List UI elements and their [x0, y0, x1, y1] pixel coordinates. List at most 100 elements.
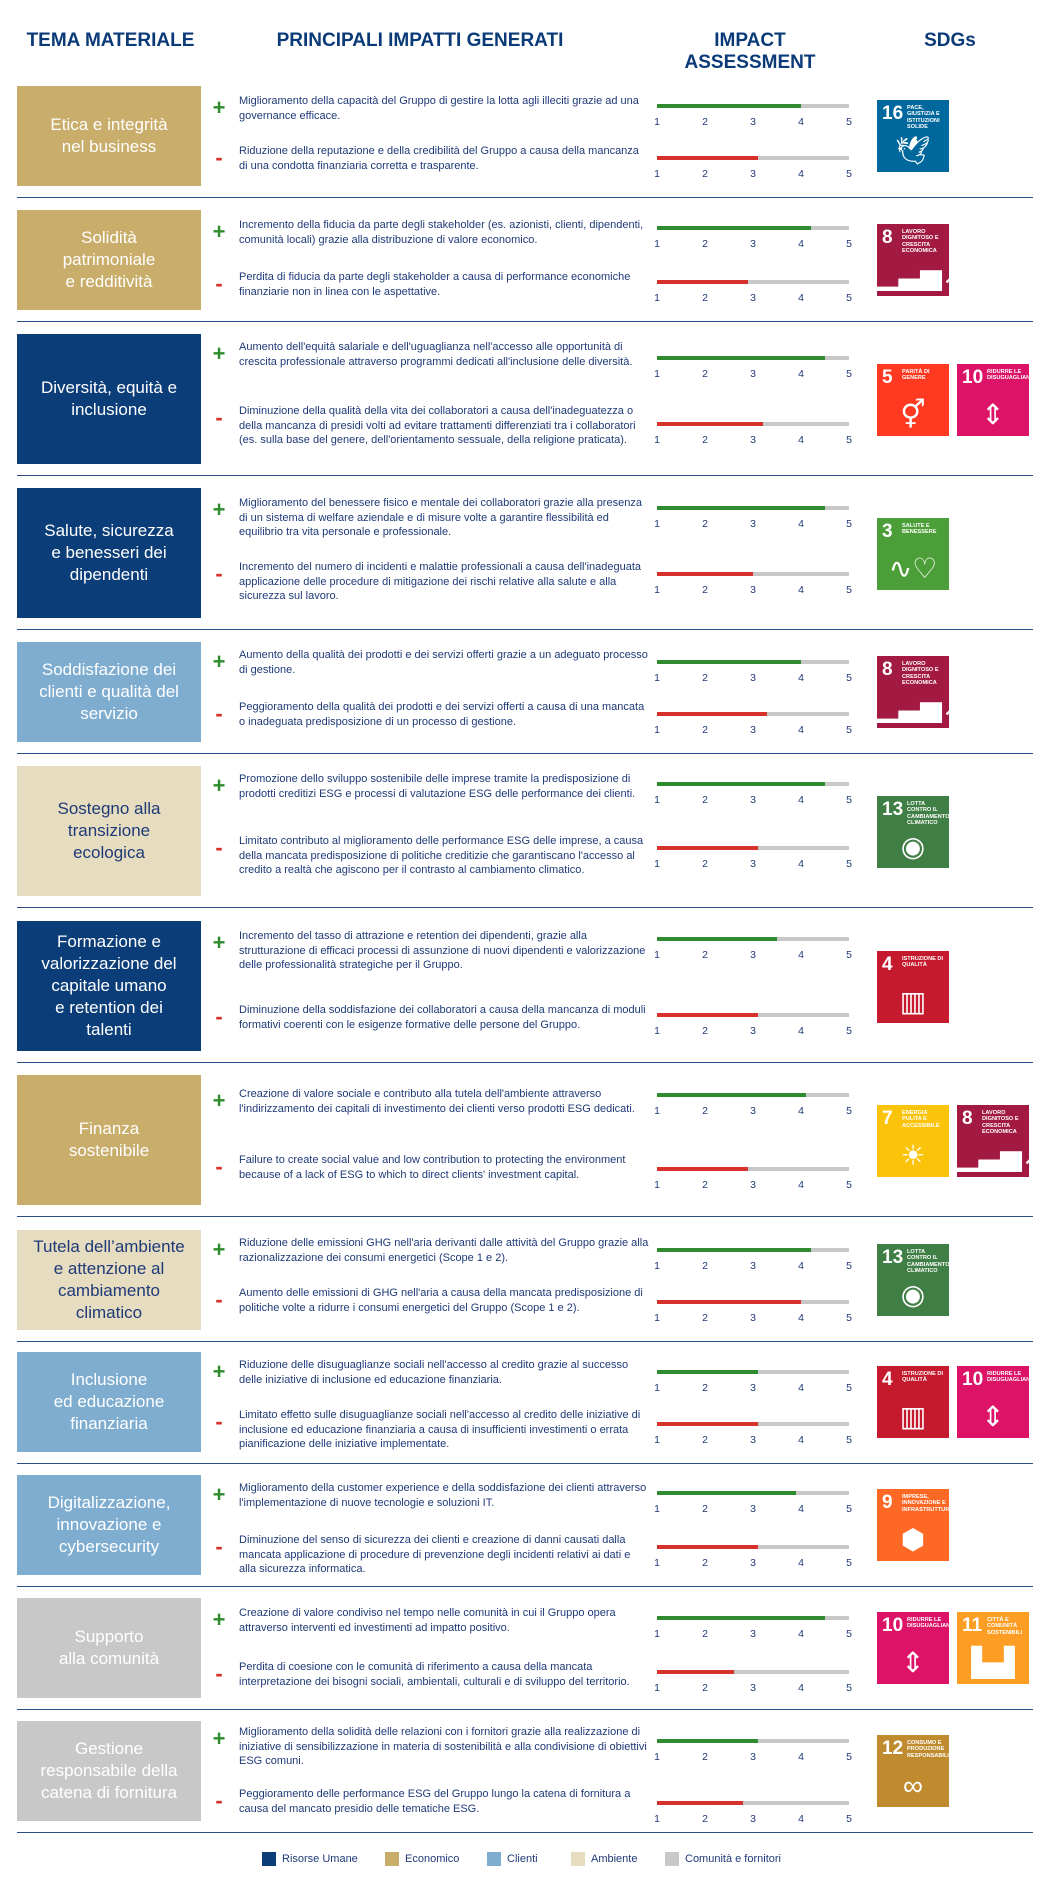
tick-label: 5	[846, 1025, 852, 1037]
bar-track	[657, 1801, 849, 1805]
tick-label: 1	[654, 1751, 660, 1763]
tick-label: 4	[798, 1382, 804, 1394]
row-separator	[17, 1341, 1033, 1342]
tick-label: 1	[654, 724, 660, 736]
plus-icon: +	[212, 1359, 226, 1384]
sdg-number: 8	[882, 227, 893, 248]
tick-label: 3	[750, 434, 756, 446]
tick-label: 1	[654, 238, 660, 250]
scale-ticks: 1 2 3 4 5	[654, 518, 852, 530]
impact-text: Limitato effetto sulle disuguaglianze so…	[239, 1409, 641, 1450]
tick-label: 4	[798, 584, 804, 596]
book-icon: ▥	[899, 1401, 927, 1432]
tick-label: 3	[750, 794, 756, 806]
minus-icon: -	[215, 1661, 223, 1686]
sdg-13-badge: 13 LOTTA CONTRO IL CAMBIAMENTO CLIMATICO ◉	[877, 1244, 949, 1316]
tick-label: 5	[846, 794, 852, 806]
tick-label: 5	[846, 584, 852, 596]
impact-text: Aumento delle emissioni di GHG nell'aria…	[239, 1287, 643, 1314]
sdg-label: LAVORO DIGNITOSO E CRESCITA ECONOMICA	[982, 1110, 1019, 1136]
sdg-label: CITTÀ E COMUNITÀ SOSTENIBILI	[987, 1617, 1023, 1636]
sdg-number: 4	[882, 954, 893, 975]
tick-label: 3	[750, 1557, 756, 1569]
tick-label: 3	[750, 1813, 756, 1825]
scale-ticks: 1 2 3 4 5	[654, 794, 852, 806]
minus-icon: -	[215, 1154, 223, 1179]
heartbeat-icon: ∿♡	[888, 553, 938, 584]
cubes-icon: ⬢	[900, 1524, 926, 1555]
tick-label: 5	[846, 1260, 852, 1272]
tick-label: 1	[654, 1813, 660, 1825]
sdg-label: SALUTE E BENESSERE	[902, 523, 937, 536]
topic-row: Formazione e valorizzazione del capitale…	[17, 921, 1033, 1051]
topic-row: Finanza sostenibile + Creazione di valore …	[17, 1075, 1043, 1205]
minus-icon: -	[215, 561, 223, 586]
tick-label: 5	[846, 368, 852, 380]
bar-fill	[657, 937, 777, 941]
plus-icon: +	[212, 1088, 226, 1113]
row-separator	[17, 907, 1033, 908]
tick-label: 1	[654, 794, 660, 806]
sdg-number: 8	[882, 659, 893, 680]
legend-item: Comunità e fornitori	[665, 1852, 781, 1866]
tick-label: 2	[702, 1628, 708, 1640]
tick-label: 4	[798, 1813, 804, 1825]
impact-text: Failure to create social value and low c…	[239, 1154, 626, 1181]
tick-label: 2	[702, 1751, 708, 1763]
sdg-number: 10	[882, 1615, 904, 1636]
tick-label: 3	[750, 1312, 756, 1324]
sdg-11-badge: 11 CITTÀ E COMUNITÀ SOSTENIBILI ▙▟	[957, 1612, 1029, 1684]
sdg-number: 10	[962, 367, 984, 388]
theme-label: Finanza sostenibile	[17, 1075, 201, 1205]
scale-ticks: 1 2 3 4 5	[654, 368, 852, 380]
sdg-8-badge: 8 LAVORO DIGNITOSO E CRESCITA ECONOMICA ▁▃…	[877, 224, 965, 296]
tick-label: 3	[750, 368, 756, 380]
sdg-label: LOTTA CONTRO IL CAMBIAMENTO CLIMATICO	[907, 1249, 950, 1275]
legend-label: Ambiente	[591, 1853, 638, 1865]
equality-icon: ⇕	[981, 1401, 1005, 1432]
bar-fill	[657, 1013, 758, 1017]
legend-label: Economico	[405, 1853, 460, 1865]
tick-label: 2	[702, 168, 708, 180]
bar-fill	[657, 1491, 797, 1495]
legend-swatch	[571, 1852, 585, 1866]
scale-ticks: 1 2 3 4 5	[654, 1434, 852, 1446]
sdg-8-badge: 8 LAVORO DIGNITOSO E CRESCITA ECONOMICA ▁▃…	[957, 1105, 1043, 1177]
tick-label: 4	[798, 518, 804, 530]
row-separator	[17, 1586, 1033, 1587]
impact-text: Miglioramento della customer experience …	[239, 1482, 647, 1509]
plus-icon: +	[212, 930, 226, 955]
sdg-number: 8	[962, 1108, 973, 1129]
tick-label: 4	[798, 368, 804, 380]
scale-ticks: 1 2 3 4 5	[654, 1557, 852, 1569]
eye-globe-icon: ◉	[900, 831, 926, 862]
scale-ticks: 1 2 3 4 5	[654, 1312, 852, 1324]
bar-fill	[657, 1616, 825, 1620]
row-separator	[17, 1062, 1033, 1063]
minus-icon: -	[215, 1287, 223, 1312]
legend-label: Clienti	[507, 1853, 538, 1865]
scale-ticks: 1 2 3 4 5	[654, 949, 852, 961]
topic-row: Soddisfazione dei clienti e qualità del …	[17, 642, 1033, 742]
tick-label: 2	[702, 724, 708, 736]
scale-ticks: 1 2 3 4 5	[654, 1751, 852, 1763]
sdg-5-badge: 5 PARITÀ DI GENERE ⚥	[877, 364, 949, 436]
tick-label: 5	[846, 292, 852, 304]
header-tema: TEMA MATERIALE	[26, 30, 195, 51]
sdg-number: 4	[882, 1369, 893, 1390]
theme-label: Tutela dell’ambiente e attenzione al cam…	[17, 1230, 201, 1330]
sdg-7-badge: 7 ENERGIA PULITA E ACCESSIBILE ☀	[877, 1105, 949, 1177]
scale-ticks: 1 2 3 4 5	[654, 858, 852, 870]
sdg-10-badge: 10 RIDURRE LE DISUGUAGLIANZE ⇕	[957, 1366, 1037, 1438]
dove-icon: 🕊	[895, 135, 931, 166]
tick-label: 2	[702, 368, 708, 380]
tick-label: 5	[846, 1557, 852, 1569]
theme-label: Supporto alla comunità	[17, 1598, 201, 1698]
tick-label: 3	[750, 238, 756, 250]
city-icon: ▙▟	[971, 1647, 1015, 1678]
tick-label: 2	[702, 434, 708, 446]
bar-fill	[657, 572, 753, 576]
legend-item: Economico	[385, 1852, 459, 1866]
tick-label: 4	[798, 1628, 804, 1640]
minus-icon: -	[215, 835, 223, 860]
